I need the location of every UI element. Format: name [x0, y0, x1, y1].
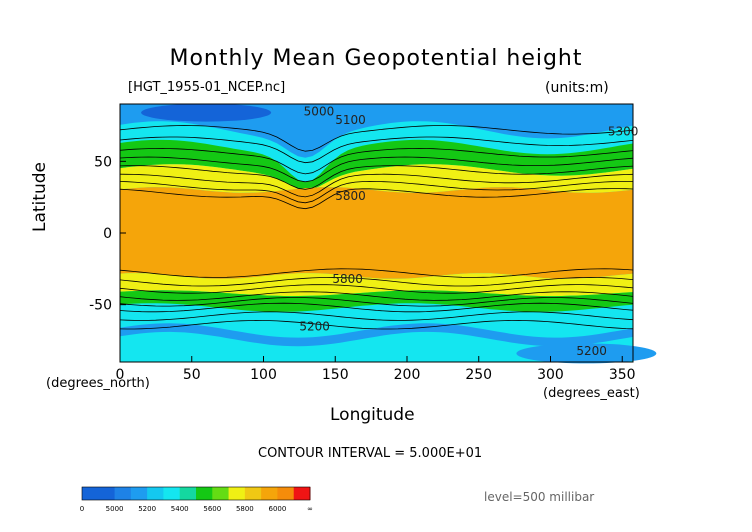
contour-line	[119, 291, 634, 301]
low-center	[141, 103, 272, 122]
colorbar-swatch	[147, 487, 164, 500]
file-label: [HGT_1955-01_NCEP.nc]	[128, 80, 286, 95]
contour-label: 5800	[335, 189, 366, 203]
contour-line	[119, 302, 634, 313]
contour-line	[119, 173, 634, 198]
colorbar-swatch	[163, 487, 181, 500]
x-tick-label: 50	[183, 367, 201, 383]
low-center-south	[516, 343, 657, 364]
contour-line	[119, 284, 634, 294]
colorbar-swatch	[130, 487, 148, 500]
x-tick-label: 200	[394, 367, 421, 383]
contour-label: 5300	[608, 125, 639, 139]
colorbar-frame	[81, 486, 311, 501]
contour-line	[119, 165, 634, 190]
contour-label: 5800	[332, 272, 363, 286]
x-tick-label: 300	[537, 367, 564, 383]
colorbar-label: 5400	[171, 505, 189, 513]
colorbar-swatch	[261, 487, 278, 500]
colorbar-label: ∞	[307, 505, 313, 513]
contour-band	[120, 139, 633, 190]
x-axis-label: Longitude	[330, 405, 415, 425]
colorbar-swatch	[212, 487, 230, 500]
colorbar-label: 0	[80, 505, 84, 513]
contour-band	[120, 164, 633, 193]
y-tick-label: -50	[89, 298, 112, 314]
y-tick-label: 0	[103, 226, 112, 242]
contour-band	[120, 273, 633, 297]
contour-label: 5000	[304, 104, 335, 118]
contour-line	[119, 156, 634, 183]
colorbar-label: 6000	[269, 505, 287, 513]
contour-band	[120, 187, 633, 279]
contour-label: 5200	[576, 344, 607, 358]
colorbar-swatch	[196, 487, 213, 500]
contour-line	[119, 297, 634, 307]
x-unit-label: (degrees_north)	[46, 376, 150, 391]
contour-line	[119, 268, 634, 278]
contour-label: 5100	[335, 113, 366, 127]
contour-line	[119, 125, 634, 152]
contour-line	[119, 147, 634, 175]
x-tick-label: 250	[465, 367, 492, 383]
x-unit-label-east: (degrees_east)	[543, 386, 640, 401]
colorbar-swatch	[293, 487, 311, 500]
chart-title: Monthly Mean Geopotential height	[169, 46, 583, 71]
contour-line	[119, 276, 634, 287]
contour-line	[119, 180, 633, 204]
level-label: level=500 millibar	[484, 490, 595, 504]
colorbar-swatch	[98, 487, 116, 500]
x-tick-label: 100	[250, 367, 277, 383]
x-tick-label: 150	[322, 367, 349, 383]
colorbar-label: 5800	[236, 505, 254, 513]
contour-line	[119, 136, 634, 164]
colorbar-swatch	[277, 487, 295, 500]
contour-band	[120, 323, 633, 347]
colorbar-swatch	[228, 487, 246, 500]
colorbar-label: 5000	[106, 505, 124, 513]
x-tick-label: 0	[116, 367, 125, 383]
x-tick-label: 350	[609, 367, 636, 383]
colorbar-label: 5200	[138, 505, 156, 513]
contour-interval: CONTOUR INTERVAL = 5.000E+01	[258, 446, 483, 461]
contour-line	[119, 188, 634, 210]
contour-line	[119, 311, 634, 321]
colorbar-swatch	[82, 487, 99, 500]
contour-label: 5200	[299, 319, 330, 333]
units-label: (units:m)	[545, 80, 609, 96]
colorbar-swatch	[244, 487, 262, 500]
colorbar-swatch	[114, 487, 132, 500]
colorbar-label: 5600	[203, 505, 221, 513]
y-tick-label: 50	[94, 154, 112, 170]
colorbar-swatch	[179, 487, 197, 500]
contour-line	[119, 319, 634, 330]
